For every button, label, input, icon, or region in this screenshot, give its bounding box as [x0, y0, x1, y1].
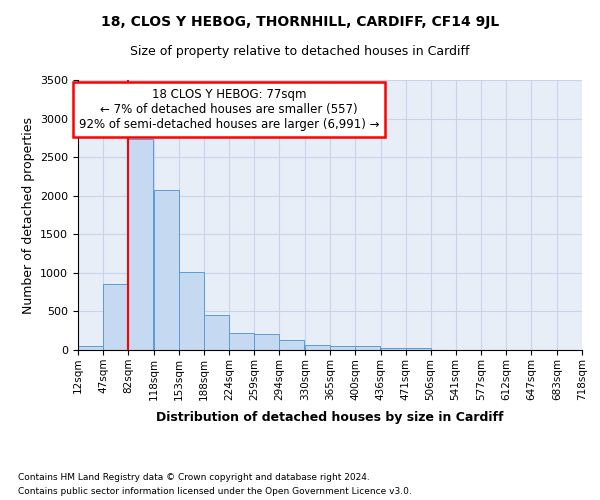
Bar — [103, 284, 128, 350]
Bar — [203, 315, 229, 350]
Text: Size of property relative to detached houses in Cardiff: Size of property relative to detached ho… — [130, 45, 470, 58]
Bar — [305, 345, 330, 350]
Text: 18 CLOS Y HEBOG: 77sqm
← 7% of detached houses are smaller (557)
92% of semi-det: 18 CLOS Y HEBOG: 77sqm ← 7% of detached … — [79, 88, 379, 131]
Text: 18, CLOS Y HEBOG, THORNHILL, CARDIFF, CF14 9JL: 18, CLOS Y HEBOG, THORNHILL, CARDIFF, CF… — [101, 15, 499, 29]
Text: Contains HM Land Registry data © Crown copyright and database right 2024.: Contains HM Land Registry data © Crown c… — [18, 472, 370, 482]
Bar — [154, 190, 179, 350]
Bar — [229, 334, 254, 350]
Text: Contains public sector information licensed under the Open Government Licence v3: Contains public sector information licen… — [18, 488, 412, 496]
Bar — [355, 346, 380, 350]
X-axis label: Distribution of detached houses by size in Cardiff: Distribution of detached houses by size … — [156, 411, 504, 424]
Bar — [78, 346, 103, 350]
Bar — [128, 140, 153, 350]
Bar — [254, 334, 280, 350]
Bar — [406, 348, 431, 350]
Bar — [380, 348, 406, 350]
Bar — [179, 272, 203, 350]
Bar — [280, 340, 304, 350]
Bar — [330, 346, 355, 350]
Y-axis label: Number of detached properties: Number of detached properties — [22, 116, 35, 314]
